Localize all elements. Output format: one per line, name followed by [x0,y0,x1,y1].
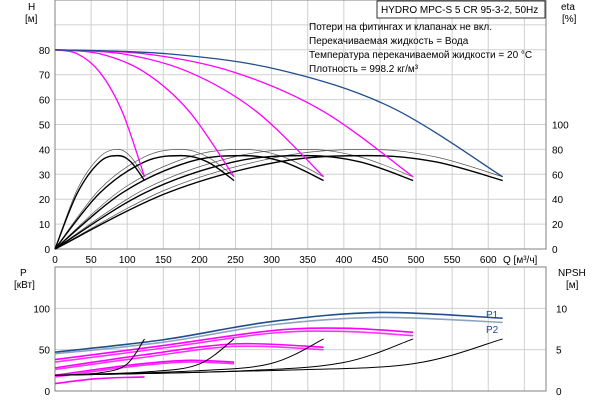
note-temperature: Температура перекачиваемой жидкости = 20… [309,50,532,61]
head-plot-frame [54,0,547,250]
p1-label: P1 [486,310,499,321]
power-curve [54,342,324,369]
note-liquid: Перекачиваемая жидкость = Вода [309,36,469,47]
efficiency-curve-thick [54,154,146,250]
x-tick-label: 100 [119,255,136,266]
power-curve [54,361,235,378]
efficiency-curve-thick [54,154,324,250]
head-curve [54,49,146,178]
power-curve [54,316,503,355]
h-tick-label: 40 [39,145,51,156]
eta-tick-label: 20 [552,220,564,231]
eta-tick-label: 40 [552,195,564,206]
efficiency-curve [54,149,324,250]
h-tick-label: 70 [39,71,51,82]
eta-axis-name: eta [561,2,575,13]
head-curve [54,49,504,178]
x-tick-label: 50 [86,255,98,266]
p-tick-label: 50 [39,346,51,357]
q-axis-label: Q [м³/ч] [503,255,538,266]
efficiency-curve [54,149,414,250]
h-axis-name: H [28,2,35,13]
npsh-tick-label: 10 [556,304,568,315]
x-tick-label: 450 [372,255,389,266]
eta-axis-unit: [%] [562,14,577,25]
head-curve [54,49,235,178]
h-tick-label: 30 [39,170,51,181]
x-tick-label: 200 [191,255,208,266]
head-plot-grid [54,0,547,250]
note-density: Плотность = 998.2 кг/м³ [309,64,419,75]
x-tick-label: 150 [155,255,172,266]
curves [54,49,504,385]
x-tick-label: 400 [335,255,352,266]
h-tick-label: 0 [44,245,50,256]
npsh-axis-unit: [м] [566,280,579,291]
power-curve [54,376,145,385]
note-fittings: Потери на фитингах и клапанах не вкл. [309,21,492,33]
title-box [376,0,546,19]
npsh-tick-label: 0 [556,387,562,398]
head-curve [54,49,325,178]
p-tick-label: 0 [44,387,50,398]
x-tick-label: 250 [227,255,244,266]
power-plot-frame [54,266,547,392]
p-axis-name: P [20,268,27,279]
h-tick-label: 60 [39,96,51,107]
efficiency-curve [54,149,503,250]
efficiency-curve-thick [54,154,235,250]
chart-title: HYDRO MPC-S 5 CR 95-3-2, 50Hz [381,5,538,16]
x-tick-label: 300 [263,255,280,266]
h-tick-label: 20 [39,195,51,206]
x-tick-label: 350 [299,255,316,266]
ticks: 0 50 100 150 200 250 300 350 400 450 500 550 6000102… [33,46,569,398]
eta-tick-label: 80 [552,145,564,156]
p-axis-unit: [кВт] [14,280,35,291]
power-curve [54,311,503,353]
h-tick-label: 10 [39,220,51,231]
efficiency-curve-thick [54,154,414,250]
x-tick-label: 500 [408,255,425,266]
eta-tick-label: 0 [552,245,558,256]
efficiency-curve [54,149,145,250]
power-curve [54,345,324,371]
h-axis-unit: [м] [25,14,38,25]
power-curve [54,330,414,363]
npsh-axis-name: NPSH [558,268,586,279]
eta-tick-label: 100 [552,121,569,132]
power-curve [54,327,414,361]
h-tick-label: 50 [39,121,51,132]
eta-tick-label: 60 [552,170,564,181]
npsh-curve [54,338,503,376]
x-tick-label: 0 [52,255,58,266]
p-tick-label: 100 [33,304,50,315]
efficiency-curve-thick [54,154,503,250]
h-tick-label: 80 [39,46,51,57]
p2-label: P2 [486,325,499,336]
npsh-tick-label: 5 [556,346,562,357]
x-tick-label: 550 [444,255,461,266]
power-curve [54,359,235,377]
x-tick-label: 600 [480,255,497,266]
